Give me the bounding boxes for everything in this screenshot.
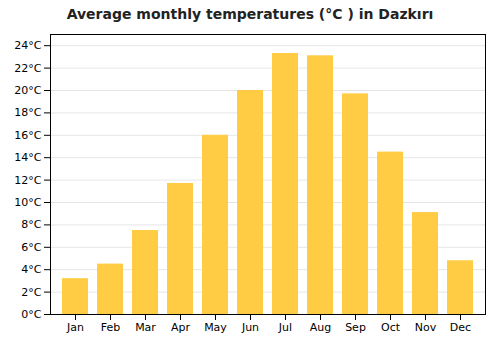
svg-text:Jul: Jul [278,321,292,334]
svg-text:Mar: Mar [135,321,156,334]
svg-text:Feb: Feb [101,321,120,334]
html-text:Average monthly temperatures (: Average monthly temperatures (°C ) in Da… [66,6,434,22]
svg-text:0°C: 0°C [21,308,41,321]
svg-text:May: May [204,321,227,334]
svg-text:10°C: 10°C [14,196,41,209]
svg-text:18°C: 18°C [14,106,41,119]
svg-text:Dec: Dec [450,321,471,334]
svg-text:6°C: 6°C [21,241,41,254]
svg-text:20°C: 20°C [14,84,41,97]
svg-text:4°C: 4°C [21,263,41,276]
svg-text:Sep: Sep [345,321,366,334]
svg-text:8°C: 8°C [21,218,41,231]
svg-text:Jun: Jun [241,321,259,334]
svg-text:Oct: Oct [381,321,401,334]
svg-text:Jan: Jan [66,321,84,334]
svg-text:14°C: 14°C [14,151,41,164]
svg-text:Nov: Nov [415,321,437,334]
svg-text:22°C: 22°C [14,62,41,75]
svg-text:16°C: 16°C [14,129,41,142]
svg-text:Apr: Apr [171,321,191,334]
svg-text:Aug: Aug [310,321,331,334]
svg-text:24°C: 24°C [14,39,41,52]
svg-text:12°C: 12°C [14,174,41,187]
svg-text:2°C: 2°C [21,286,41,299]
